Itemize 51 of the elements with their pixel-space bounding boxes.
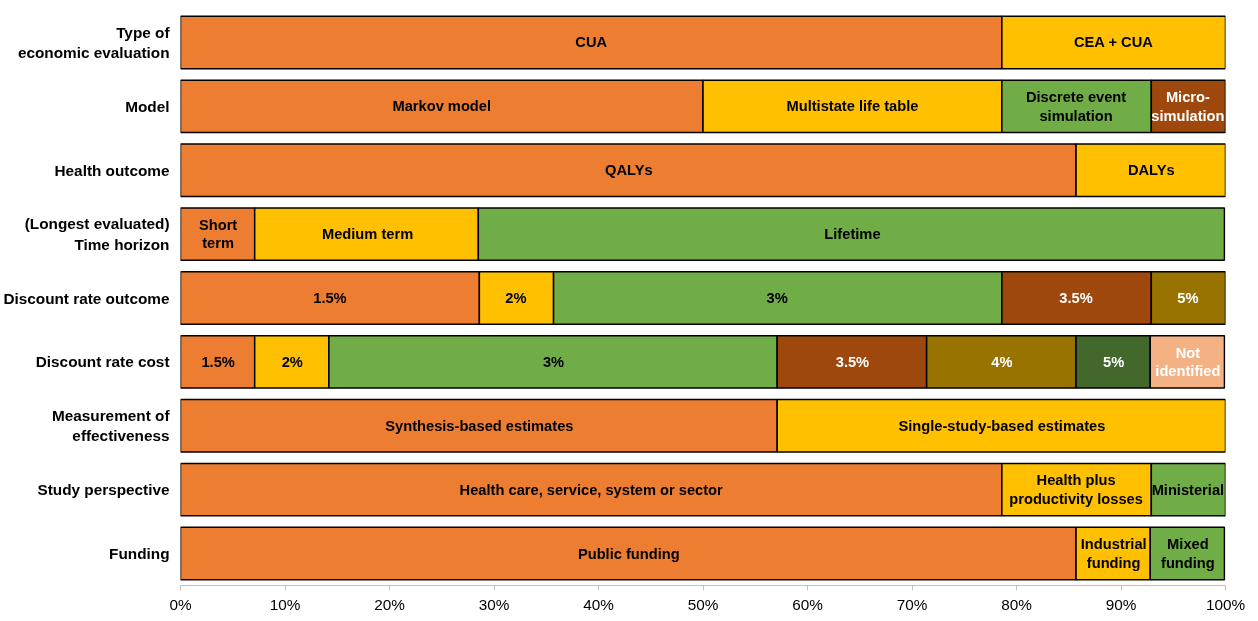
- annotation: 3.5%: [835, 353, 870, 370]
- annotation: Lifetime: [824, 226, 881, 243]
- annotation: Mixed funding: [1161, 536, 1215, 571]
- annotation: 2%: [281, 353, 303, 370]
- y-tick-label: Measurement of effectiveness: [51, 407, 171, 445]
- x-tick-label: 10%: [269, 595, 301, 613]
- annotation: Medium term: [321, 226, 414, 243]
- annotation: 4%: [991, 353, 1013, 370]
- y-tick-label: (Longest evaluated) Time horizon: [24, 215, 170, 253]
- annotation: 5%: [1177, 290, 1199, 306]
- annotation: Health care, service, system or sector: [459, 481, 724, 498]
- x-tick-label: 40%: [583, 595, 615, 613]
- annotation: Industrial funding: [1080, 536, 1147, 571]
- annotation: Micro- simulation: [1151, 89, 1225, 124]
- annotation: Ministerial: [1151, 481, 1225, 498]
- x-tick-label: 60%: [792, 595, 824, 613]
- y-tick-label: Health outcome: [54, 161, 170, 179]
- annotation: Health plus productivity losses: [1009, 472, 1143, 507]
- y-tick-label: Discount rate outcome: [3, 289, 170, 307]
- annotation: CUA: [575, 34, 608, 51]
- x-tick-label: 30%: [478, 595, 510, 613]
- annotation: Multistate life table: [786, 98, 919, 115]
- annotation: 3%: [542, 353, 565, 370]
- annotation: Discrete event simulation: [1025, 89, 1127, 124]
- y-tick-label: Model: [125, 97, 170, 115]
- y-tick-label: Type of economic evaluation: [17, 23, 171, 62]
- annotation: Short term: [198, 216, 238, 252]
- x-tick-label: 50%: [687, 595, 719, 613]
- y-tick-label: Study perspective: [37, 481, 170, 499]
- annotation: Not identified: [1155, 344, 1221, 380]
- x-tick-label: 100%: [1205, 595, 1246, 613]
- annotation: Synthesis-based estimates: [385, 417, 574, 434]
- annotation: 5%: [1103, 353, 1125, 370]
- annotation: Markov model: [392, 98, 492, 115]
- annotation: CEA + CUA: [1073, 34, 1154, 51]
- x-tick-label: 70%: [896, 595, 928, 613]
- annotation: 3.5%: [1059, 290, 1093, 306]
- annotation: DALYs: [1127, 162, 1175, 179]
- x-tick-label: 90%: [1105, 595, 1137, 613]
- annotation: 1.5%: [313, 290, 347, 306]
- annotation: 1.5%: [201, 353, 235, 370]
- y-tick-label: Discount rate cost: [35, 353, 170, 371]
- x-tick-label: 80%: [1001, 595, 1033, 613]
- annotation: QALYs: [605, 162, 653, 179]
- x-tick-label: 0%: [169, 595, 192, 613]
- annotation: 3%: [766, 290, 788, 306]
- annotation: 2%: [505, 290, 527, 306]
- annotation: Public funding: [577, 545, 680, 562]
- x-tick-label: 20%: [374, 595, 406, 613]
- annotation: Single-study-based estimates: [898, 417, 1106, 434]
- y-tick-label: Funding: [109, 545, 170, 563]
